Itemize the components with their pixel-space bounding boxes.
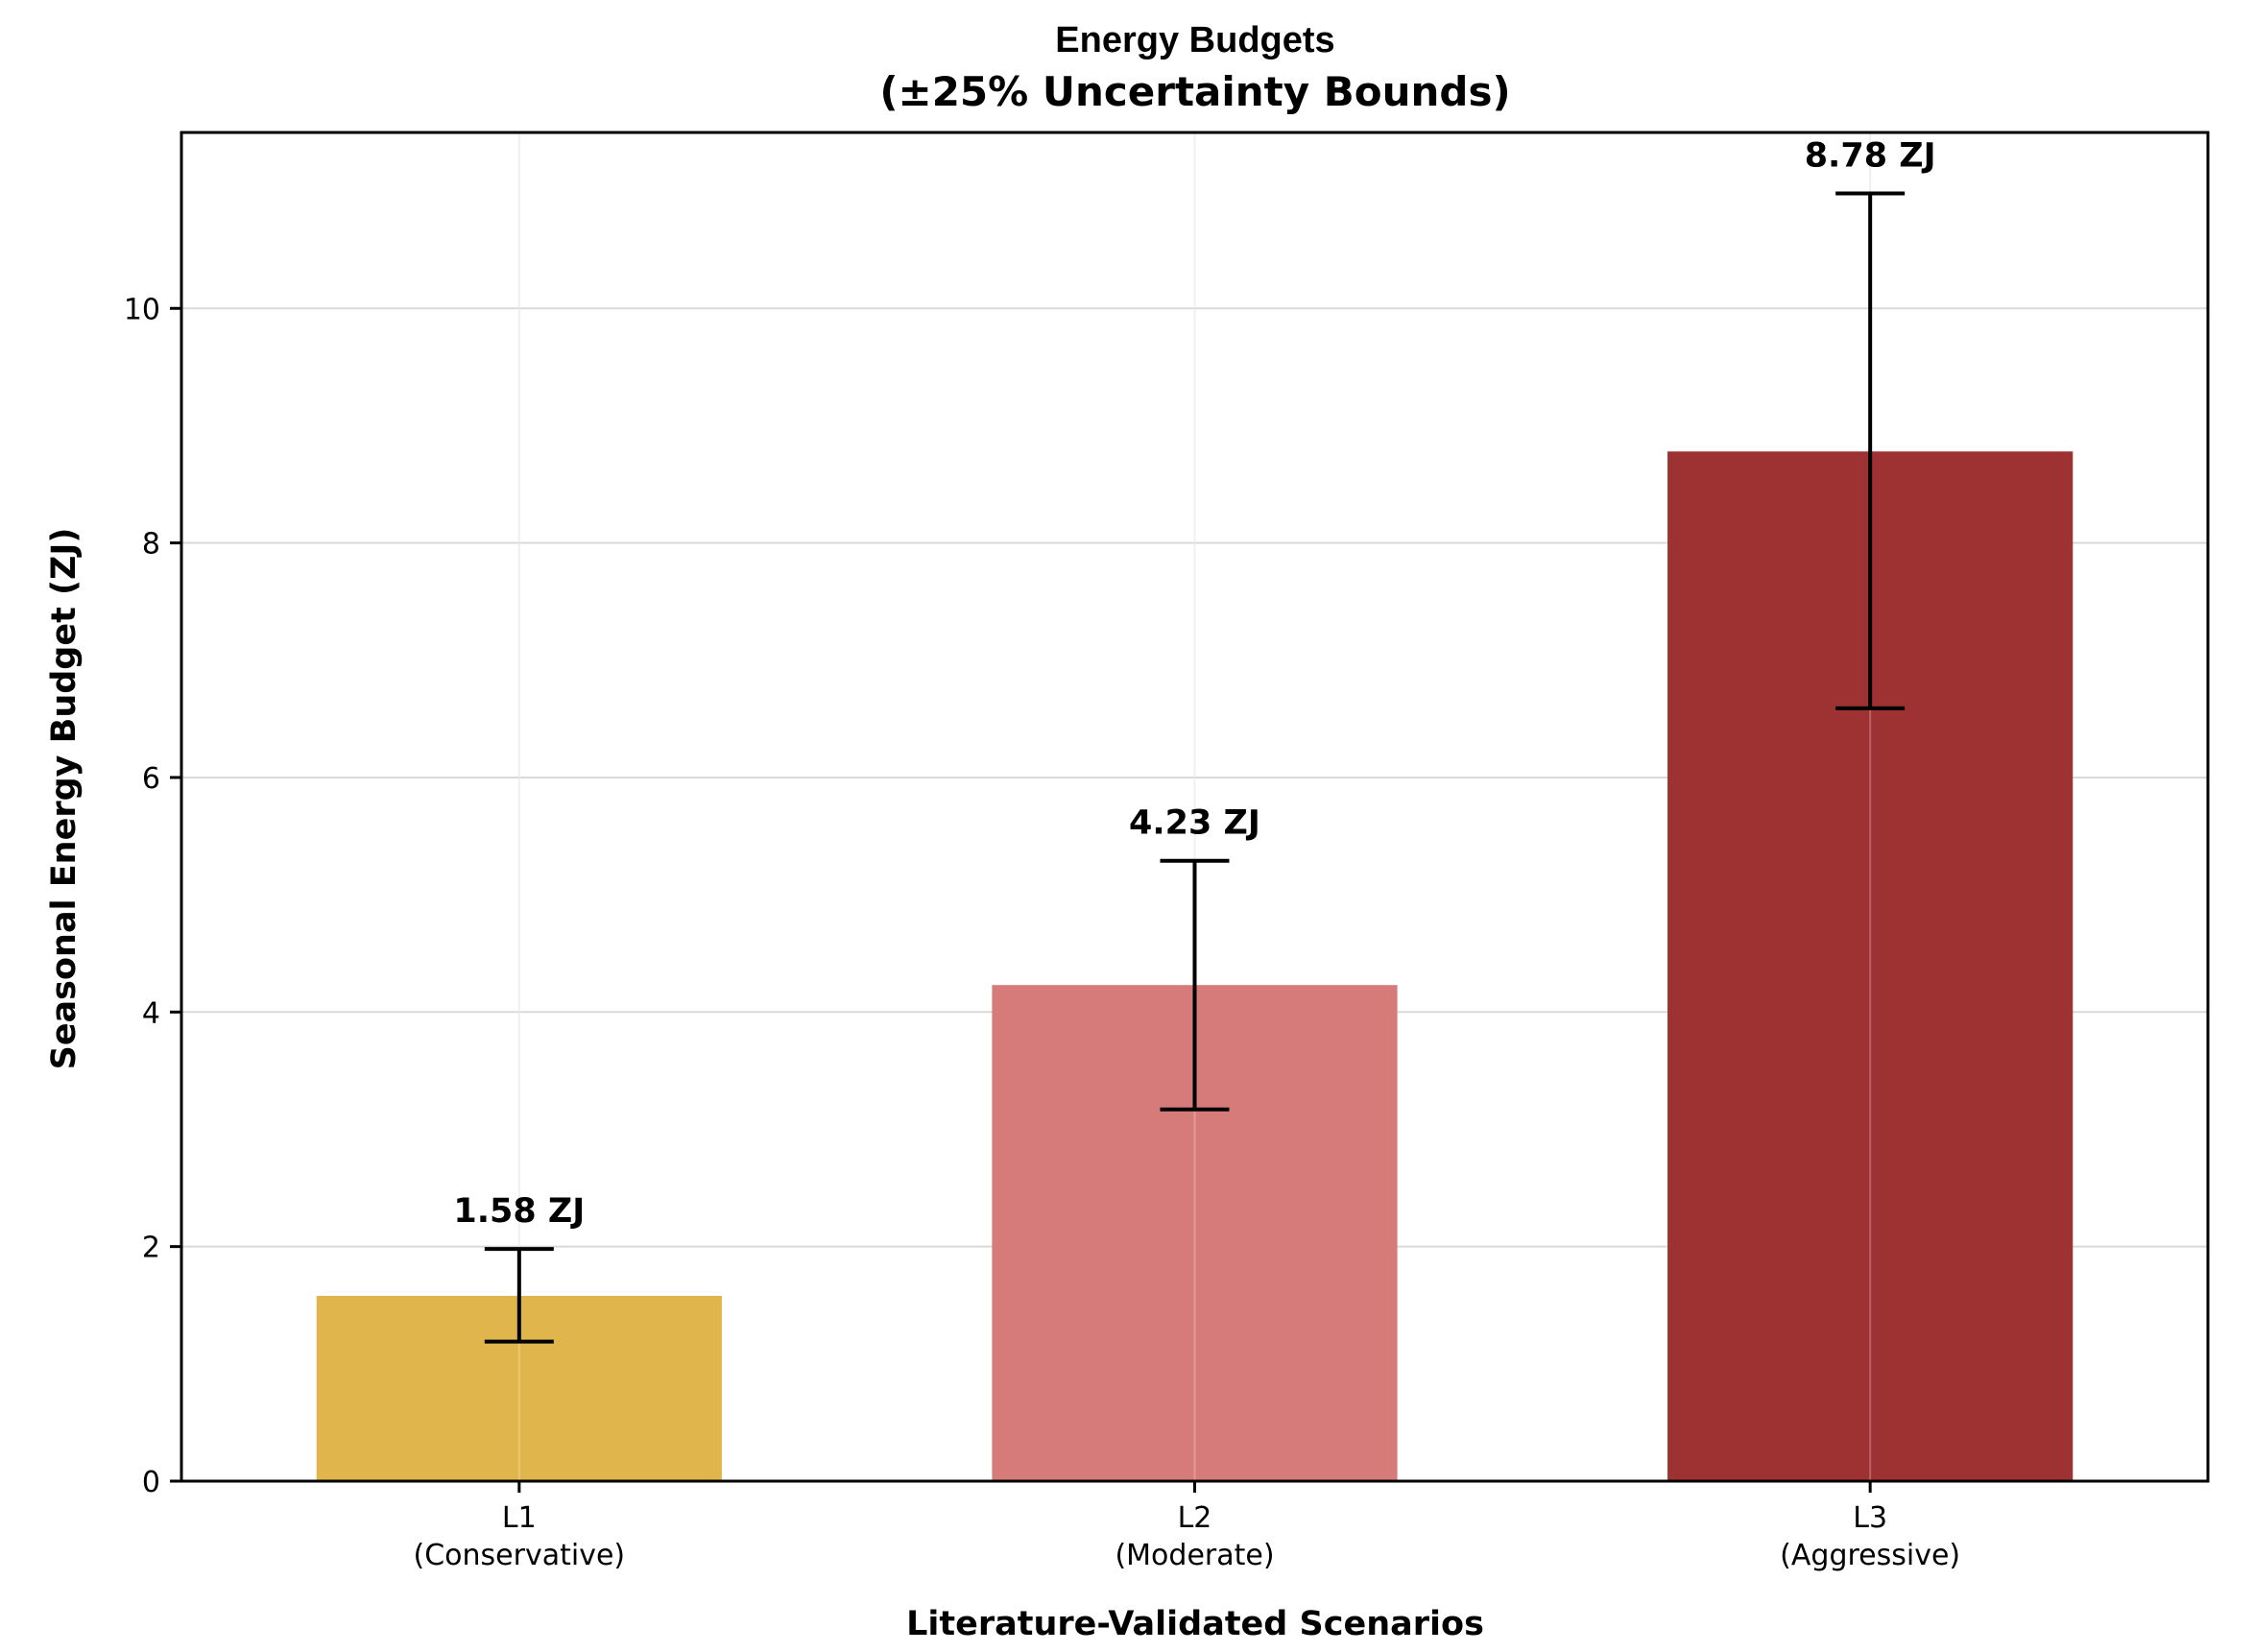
chart-title: Energy Budgets <box>1055 20 1334 60</box>
x-axis: L1 (Conservative) L2 (Moderate) L3 (Aggressiv… <box>414 1481 1960 1572</box>
x-tick-sublabel-L3: (Aggressive) <box>1780 1539 1960 1572</box>
y-tick-label-2: 4 <box>142 996 160 1030</box>
x-tick-sublabel-L1: (Conservative) <box>414 1539 626 1572</box>
x-tick-label-L1: L1 <box>502 1501 537 1535</box>
y-tick-label-0: 0 <box>142 1466 160 1499</box>
y-tick-label-3: 6 <box>142 762 160 796</box>
x-tick-label-L2: L2 <box>1178 1501 1212 1535</box>
data-label-L3: 8.78 ZJ <box>1805 137 1936 176</box>
data-labels: 1.58 ZJ 4.23 ZJ 8.78 ZJ <box>453 137 1935 1232</box>
error-bars <box>484 191 1906 1344</box>
x-tick-label-L3: L3 <box>1853 1501 1887 1535</box>
chart-subtitle: (±25% Uncertainty Bounds) <box>879 68 1510 115</box>
y-axis: 0 2 4 6 8 10 <box>124 293 181 1499</box>
x-tick-sublabel-L2: (Moderate) <box>1115 1539 1274 1572</box>
y-tick-label-1: 2 <box>142 1232 160 1265</box>
x-axis-label: Literature-Validated Scenarios <box>906 1605 1484 1643</box>
y-axis-label: Seasonal Energy Budget (ZJ) <box>45 528 84 1070</box>
y-tick-label-4: 8 <box>142 528 160 562</box>
data-label-L2: 4.23 ZJ <box>1129 804 1260 843</box>
data-label-L1: 1.58 ZJ <box>453 1192 585 1231</box>
y-tick-label-5: 10 <box>124 293 160 326</box>
